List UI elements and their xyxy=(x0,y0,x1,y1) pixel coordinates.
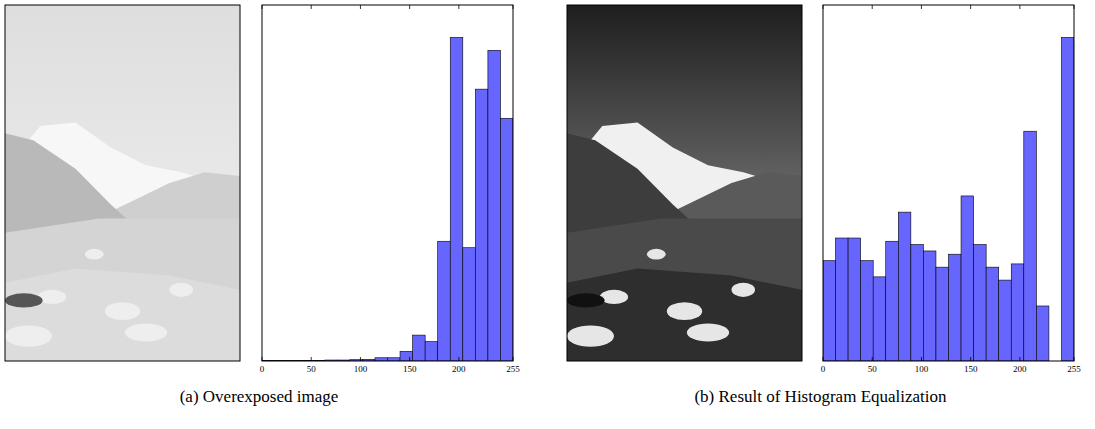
x-tick-top xyxy=(823,5,824,9)
bars xyxy=(823,37,1074,361)
x-tick xyxy=(458,357,459,361)
histogram-bar xyxy=(1036,306,1049,361)
x-tick xyxy=(409,357,410,361)
histogram-bar xyxy=(974,244,987,361)
photo xyxy=(567,5,802,361)
plot-frame xyxy=(262,5,513,361)
x-tick xyxy=(872,357,873,361)
patch xyxy=(732,283,756,297)
x-tick-top xyxy=(1019,5,1020,9)
patch xyxy=(5,325,52,346)
histogram-bar xyxy=(936,267,949,361)
x-tick xyxy=(823,357,824,361)
meadow xyxy=(5,219,240,361)
x-tick-top xyxy=(311,5,312,9)
patch xyxy=(105,302,140,320)
x-tick xyxy=(1019,357,1020,361)
patch xyxy=(85,249,104,260)
patch xyxy=(125,324,167,342)
histogram-bar xyxy=(413,335,426,361)
histogram-bar xyxy=(949,254,962,361)
x-tick-label: 0 xyxy=(260,364,265,374)
histogram-bar xyxy=(898,212,911,361)
histogram-bar xyxy=(923,251,936,361)
histogram-bar xyxy=(488,50,501,361)
histogram-bar xyxy=(450,37,463,361)
photo-frame xyxy=(567,5,802,361)
caption: (b) Result of Histogram Equalization xyxy=(694,387,947,406)
histogram-bar xyxy=(1061,37,1074,361)
patch xyxy=(567,325,614,346)
histogram-bar xyxy=(873,277,886,361)
x-tick-label: 255 xyxy=(1067,364,1081,374)
histogram-bar xyxy=(999,280,1012,361)
rocks xyxy=(567,268,802,361)
caption: (a) Overexposed image xyxy=(180,387,339,406)
x-tick xyxy=(1074,357,1075,361)
photo-frame xyxy=(5,5,240,361)
histogram-bar xyxy=(1011,264,1024,361)
dark-rock xyxy=(5,293,43,307)
sky xyxy=(567,5,802,361)
x-tick xyxy=(311,357,312,361)
x-tick-top xyxy=(360,5,361,9)
x-tick-label: 0 xyxy=(821,364,826,374)
x-tick-top xyxy=(872,5,873,9)
histogram-bar xyxy=(986,267,999,361)
dark-rock xyxy=(567,293,605,307)
x-tick-label: 200 xyxy=(452,364,466,374)
histogram-bar xyxy=(823,261,836,361)
histogram-bar xyxy=(1024,131,1037,361)
patch xyxy=(647,249,666,260)
x-tick xyxy=(360,357,361,361)
histogram-bar xyxy=(463,248,476,361)
x-tick-top xyxy=(921,5,922,9)
x-tick-top xyxy=(513,5,514,9)
x-tick-label: 50 xyxy=(307,364,317,374)
x-tick-label: 100 xyxy=(354,364,368,374)
x-tick-top xyxy=(262,5,263,9)
patch xyxy=(687,324,729,342)
histogram-bar xyxy=(911,244,924,361)
x-tick xyxy=(921,357,922,361)
x-tick-top xyxy=(458,5,459,9)
histogram-bar xyxy=(848,238,861,361)
x-tick xyxy=(513,357,514,361)
patch xyxy=(667,302,702,320)
x-tick xyxy=(262,357,263,361)
histogram-bar xyxy=(438,241,451,361)
figure: 0 50 100 150 200 255 (a) Overexposed image 0 50 1… xyxy=(0,0,1095,429)
bars xyxy=(262,37,513,361)
histogram-bar xyxy=(500,118,513,361)
x-tick-top xyxy=(970,5,971,9)
x-tick-top xyxy=(1074,5,1075,9)
x-tick-label: 200 xyxy=(1013,364,1027,374)
histogram-bar xyxy=(475,89,488,361)
histogram-bar xyxy=(886,241,899,361)
x-tick-label: 50 xyxy=(868,364,878,374)
x-tick xyxy=(970,357,971,361)
histogram-bar xyxy=(861,261,874,361)
rocks xyxy=(5,268,240,361)
plot-frame xyxy=(823,5,1074,361)
histogram-bar xyxy=(425,342,438,361)
histogram-bar xyxy=(836,238,849,361)
patch xyxy=(170,283,194,297)
x-tick-top xyxy=(409,5,410,9)
histogram-bar xyxy=(400,351,413,361)
x-tick-label: 100 xyxy=(915,364,929,374)
histogram-bar xyxy=(961,196,974,361)
sky xyxy=(5,5,240,361)
x-tick-label: 150 xyxy=(403,364,417,374)
x-tick-label: 150 xyxy=(964,364,978,374)
photo xyxy=(5,5,240,361)
x-tick-label: 255 xyxy=(506,364,520,374)
meadow xyxy=(567,219,802,361)
